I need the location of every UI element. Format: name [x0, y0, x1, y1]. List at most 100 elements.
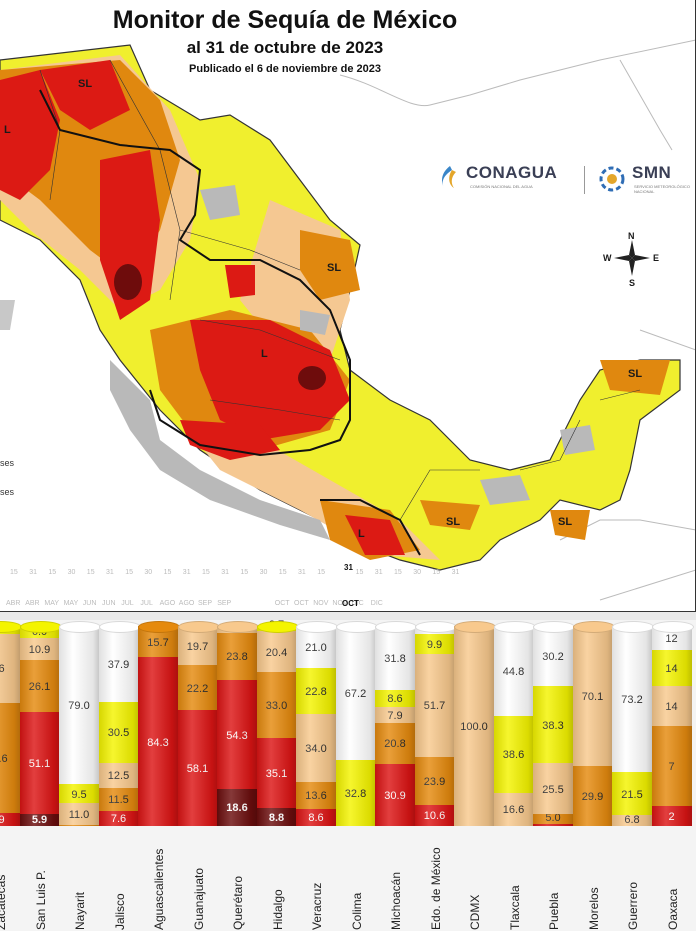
- bar-segment-none: [375, 626, 415, 690]
- d4-region-durango: [114, 264, 142, 300]
- map-label-sl: SL: [628, 368, 643, 380]
- bar-segment-value: 5.9: [31, 814, 48, 826]
- state-bar: 16.6 38.6 44.8: [493, 621, 536, 826]
- map-label-l: L: [358, 528, 365, 540]
- state-bar: 29.9 70.1: [572, 621, 615, 826]
- state-borders: [39, 59, 641, 521]
- bar-top-cap: [296, 621, 338, 633]
- state-label: Michoacán: [387, 830, 403, 930]
- state-label-text: Jalisco: [112, 893, 127, 930]
- bar-segment-value: 44.8: [502, 665, 525, 678]
- timeline-tick-day: 30: [413, 569, 421, 576]
- state-label: CDMX: [466, 830, 482, 930]
- state-bar: 7.6 11.5 12.5 30.5 37.9: [98, 621, 141, 826]
- timeline-tick-day: 15: [48, 569, 57, 576]
- timeline-tick-day: 15: [394, 569, 402, 576]
- bar-segment-value: 79.0: [68, 700, 90, 712]
- timeline-tick-month: JUL: [121, 600, 134, 607]
- bar-segment-d1: [572, 626, 613, 767]
- state-label: Veracruz: [308, 830, 324, 930]
- bar-segment-value: 30.2: [542, 651, 564, 664]
- state-label-text: Aguascalientes: [152, 848, 166, 930]
- timeline-tick-day: 15: [278, 569, 287, 576]
- state-label-text: Hidalgo: [270, 889, 285, 930]
- bar-segment-value: .6: [0, 663, 5, 676]
- bar-segment-value: 26.1: [28, 680, 51, 693]
- state-label: Nayarit: [71, 830, 87, 930]
- bar-segment-d0: [414, 633, 455, 654]
- bar-segment-d0: [59, 784, 99, 803]
- state-label-text: Michoacán: [389, 871, 403, 930]
- bar-segment-value: 10.6: [423, 810, 446, 823]
- bar-top-cap: [651, 621, 694, 633]
- bar-segment-value: 12: [665, 633, 678, 645]
- timeline-tick-month: OCT: [294, 600, 309, 607]
- bar-segment-value: 51.1: [28, 758, 51, 771]
- bar-top-cap: [612, 621, 654, 633]
- bar-segment-value: 11.5: [108, 794, 129, 807]
- state-label: Oaxaca: [664, 830, 680, 930]
- bar-segment-value: 35.1: [265, 768, 288, 781]
- map-label-sl: SL: [558, 516, 573, 528]
- bar-segment-d1: [19, 638, 60, 660]
- bar-segment-d2: [414, 757, 455, 805]
- state-label: San Luis P.: [32, 830, 48, 930]
- state-label-text: Guanajuato: [191, 867, 206, 930]
- bar-segment-value: 54.3: [226, 729, 248, 742]
- florida-outline: [619, 59, 673, 151]
- timeline-tick-day: 31: [221, 569, 229, 576]
- timeline-tick-month: AGO: [178, 600, 195, 607]
- compass-n: N: [628, 231, 635, 241]
- bar-segment-d1: [256, 631, 297, 673]
- bar-segment-d1: [59, 803, 99, 825]
- state-label: Aguascalientes: [150, 830, 166, 930]
- state-label-text: Nayarit: [73, 891, 87, 930]
- bar-segment-d3: [414, 804, 455, 826]
- state-label: Hidalgo: [269, 830, 285, 930]
- bar-segment-d3: [256, 738, 297, 809]
- bar-segment-value: 31.8: [384, 652, 406, 665]
- timeline-tick-month: JUN: [82, 600, 97, 607]
- state-label-text: Colima: [349, 892, 364, 930]
- bar-segment-value: 11.0: [68, 809, 90, 821]
- state-label: Colima: [348, 830, 364, 930]
- bar-segment-value: 10.9: [28, 643, 51, 656]
- bar-segment-value: 25.5: [542, 783, 564, 796]
- timeline-current-month: OCT: [342, 599, 359, 608]
- timeline-tick-day: 15: [10, 569, 18, 576]
- bar-segment-none: [59, 626, 99, 784]
- bar-segment-d3: [375, 764, 415, 826]
- d3-region-chihuahua: [0, 70, 60, 200]
- bar-segment-d2: [533, 814, 573, 824]
- bar-segment-d1: [493, 792, 534, 826]
- bar-segment-d3: [98, 810, 139, 826]
- bar-segment-d4: [217, 788, 257, 826]
- bar-segment-d0: [533, 686, 573, 763]
- state-bar: 100.0: [454, 621, 496, 826]
- compass-s: S: [629, 278, 636, 288]
- bar-top-cap: [375, 621, 417, 633]
- bar-segment-value: 34.0: [305, 742, 327, 755]
- state-bar: 30.9 20.8 7.9 8.6 31.8: [375, 621, 417, 826]
- bar-segment-d1: [296, 713, 336, 782]
- bar-segment-d1: [533, 763, 573, 814]
- bar-segment-d2: [375, 722, 415, 765]
- bar-segment-none: [98, 626, 139, 702]
- bar-segment-d2: [59, 825, 99, 826]
- usa-outline: [339, 39, 696, 107]
- timeline-tick-month: NOV: [313, 600, 329, 607]
- timeline-tick-day: 30: [67, 569, 76, 576]
- smn-logo: [598, 165, 626, 193]
- d3-region-sonora: [40, 60, 130, 130]
- bar-segment-value: 18.6: [226, 802, 248, 815]
- state-bar: 0.511.09.579.0: [59, 621, 101, 826]
- logo-divider: [584, 166, 585, 194]
- map-date: al 31 de octubre de 2023: [186, 38, 384, 57]
- state-bar: 8.835.133.020.42.7: [256, 619, 299, 826]
- bar-top-cap: [533, 621, 575, 633]
- bar-top-cap: [59, 621, 101, 633]
- bar-segment-d1: [651, 686, 692, 726]
- bar-segment-d0: [493, 715, 534, 793]
- timeline-tick-month: MAY: [44, 600, 60, 607]
- bar-segment-d4: [256, 808, 297, 826]
